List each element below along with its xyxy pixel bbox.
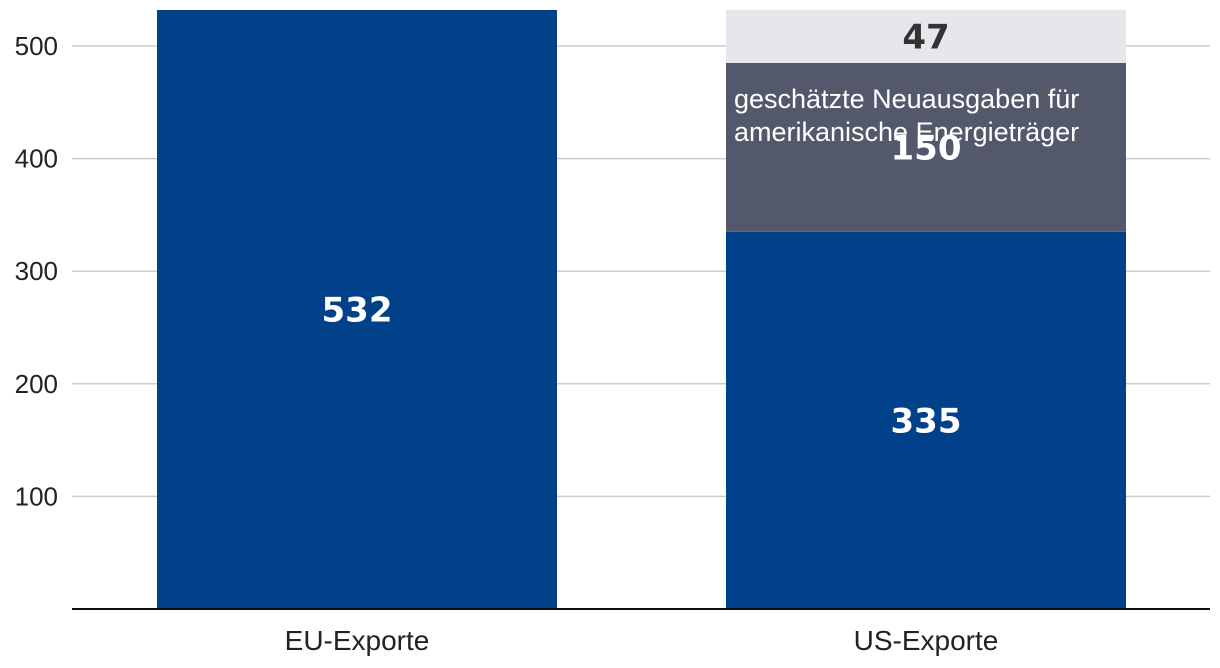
segment-annotation: geschätzte Neuausgaben für [734,84,1079,114]
y-tick-label: 200 [15,369,58,399]
bar-segment [157,10,557,609]
y-tick-label: 100 [15,481,58,511]
y-tick-label: 500 [15,31,58,61]
x-category-label: EU-Exporte [285,625,430,656]
data-label: 335 [891,401,962,441]
segment-annotation: amerikanische Energieträger [734,117,1079,147]
bar-segment [726,62,1126,232]
y-tick-label: 300 [15,256,58,286]
bar-segment [726,231,1126,609]
y-tick-label: 400 [15,144,58,174]
bar-segment [726,10,1126,63]
value-labels: 532 335 150 47 geschätzte Neuausgaben fürame… [322,17,1080,441]
bars [157,10,1126,609]
x-category-label: US-Exporte [854,625,999,656]
data-label: 47 [902,17,949,57]
data-label: 532 [322,291,393,331]
x-axis-labels: EU-Exporte US-Exporte [285,625,999,656]
data-label: 150 [891,128,962,168]
